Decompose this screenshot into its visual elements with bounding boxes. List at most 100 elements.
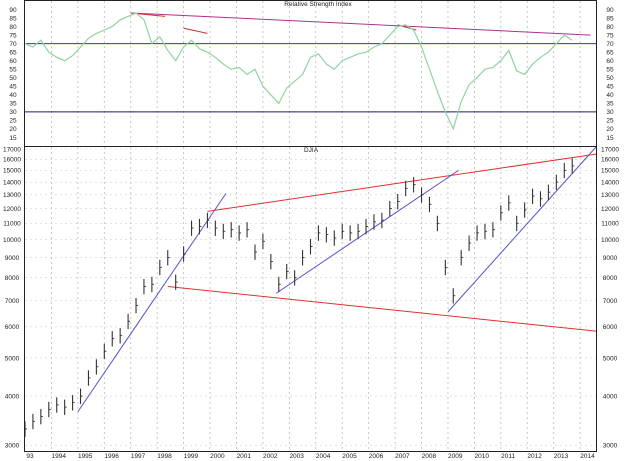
djia-x-tick: 93: [26, 453, 34, 460]
rsi-y-tick-right: 65: [606, 49, 614, 56]
djia-y-tick-left: 14000: [3, 179, 21, 186]
rsi-y-tick-right: 90: [606, 7, 614, 14]
djia-y-tick-left: 10000: [3, 237, 21, 244]
djia-x-tick: 1998: [157, 453, 172, 460]
rsi-y-tick-left: 15: [9, 135, 17, 142]
djia-x-tick: 1995: [78, 453, 93, 460]
rsi-y-tick-right: 75: [606, 32, 614, 39]
djia-x-tick: 2007: [395, 453, 410, 460]
djia-y-tick-left: 15000: [3, 168, 21, 175]
djia-x-tick: 1996: [104, 453, 119, 460]
rsi-y-tick-right: 85: [606, 15, 614, 22]
djia-price-bars: [24, 158, 575, 437]
djia-x-tick: 1997: [131, 453, 146, 460]
rsi-y-tick-right: 50: [606, 75, 614, 82]
djia-trend-lines: [77, 146, 597, 413]
djia-y-tick-left: 12000: [3, 206, 21, 213]
rsi-y-tick-right: 20: [606, 126, 614, 133]
djia-y-tick-left: 13000: [3, 192, 21, 199]
rsi-y-tick-left: 30: [9, 109, 17, 116]
djia-y-tick-right: 16000: [601, 157, 619, 164]
rsi-divergence-line: [130, 12, 591, 36]
djia-y-tick-left: 8000: [5, 275, 20, 282]
rsi-title: Relative Strength Index: [284, 1, 352, 8]
djia-y-tick-right: 7000: [603, 298, 618, 305]
rsi-y-tick-left: 45: [9, 84, 17, 91]
djia-y-tick-right: 5000: [603, 355, 618, 362]
rsi-reference-lines: [25, 43, 596, 113]
rsi-y-tick-left: 60: [9, 58, 17, 65]
djia-trend-line: [275, 169, 459, 294]
djia-x-tick: 2002: [263, 453, 278, 460]
djia-y-tick-right: 11000: [601, 221, 619, 228]
rsi-y-tick-left: 65: [9, 49, 17, 56]
rsi-y-tick-left: 40: [9, 92, 17, 99]
djia-title: DJIA: [304, 147, 319, 154]
djia-y-tick-left: 3000: [5, 443, 20, 450]
djia-trend-line: [77, 193, 227, 413]
djia-y-tick-left: 11000: [3, 221, 21, 228]
rsi-y-tick-right: 70: [606, 41, 614, 48]
djia-x-tick: 2012: [527, 453, 542, 460]
djia-y-tick-right: 12000: [601, 206, 619, 213]
djia-x-tick: 2003: [289, 453, 304, 460]
rsi-y-tick-right: 30: [606, 109, 614, 116]
djia-x-tick-labels: 93 1994 1995 1996 1997 1998 1999 2000 2001 2002 20…: [26, 453, 595, 460]
djia-trend-line: [167, 285, 597, 332]
rsi-series: [24, 12, 573, 131]
djia-y-tick-right: 8000: [603, 275, 618, 282]
djia-x-tick: 2014: [580, 453, 595, 460]
djia-x-tick: 2013: [554, 453, 569, 460]
rsi-y-tick-right: 80: [606, 24, 614, 31]
rsi-y-tick-left: 80: [9, 24, 17, 31]
rsi-y-tick-left: 85: [9, 15, 17, 22]
djia-x-tick: 1994: [52, 453, 67, 460]
rsi-y-tick-right: 40: [606, 92, 614, 99]
djia-gridlines: [25, 147, 596, 451]
djia-tick-labels: 17000 17000 16000 16000 15000 15000 14000 14000…: [3, 146, 619, 449]
rsi-y-tick-left: 75: [9, 32, 17, 39]
djia-y-tick-right: 15000: [601, 168, 619, 175]
rsi-divergence-lines: [130, 12, 591, 36]
djia-x-tick: 2010: [474, 453, 489, 460]
djia-x-tick: 2008: [422, 453, 437, 460]
djia-y-tick-left: 6000: [5, 324, 20, 331]
rsi-y-tick-right: 55: [606, 67, 614, 74]
rsi-y-tick-left: 35: [9, 101, 17, 108]
djia-x-tick: 2006: [369, 453, 384, 460]
rsi-panel-frame: [24, 0, 597, 147]
djia-y-tick-left: 16000: [3, 157, 21, 164]
djia-panel-frame: [24, 146, 597, 452]
djia-y-tick-left: 5000: [5, 355, 20, 362]
djia-panel: 17000 17000 16000 16000 15000 15000 14000 14000…: [3, 146, 619, 460]
djia-trend-line: [447, 146, 597, 313]
rsi-y-tick-right: 45: [606, 84, 614, 91]
rsi-y-tick-right: 15: [606, 135, 614, 142]
rsi-series-line: [24, 12, 573, 131]
rsi-y-tick-left: 90: [9, 7, 17, 14]
djia-x-tick: 1999: [184, 453, 199, 460]
rsi-divergence-line: [183, 27, 208, 34]
djia-x-tick: 2011: [501, 453, 515, 460]
rsi-y-tick-left: 70: [9, 41, 17, 48]
djia-trend-line: [207, 153, 597, 212]
djia-y-tick-right: 3000: [603, 443, 618, 450]
rsi-y-tick-right: 25: [606, 118, 614, 125]
rsi-y-tick-left: 55: [9, 67, 17, 74]
djia-x-tick: 2001: [237, 453, 252, 460]
djia-x-tick: 2000: [210, 453, 225, 460]
rsi-y-tick-right: 60: [606, 58, 614, 65]
djia-y-tick-right: 17000: [601, 146, 619, 153]
djia-y-tick-right: 14000: [601, 179, 619, 186]
djia-y-tick-right: 10000: [601, 237, 619, 244]
rsi-y-tick-left: 50: [9, 75, 17, 82]
rsi-gridlines: [51, 1, 581, 146]
djia-y-tick-right: 9000: [603, 255, 618, 262]
djia-y-tick-left: 17000: [3, 146, 21, 153]
rsi-y-tick-left: 25: [9, 118, 17, 125]
djia-y-tick-left: 7000: [5, 298, 20, 305]
djia-y-tick-left: 4000: [5, 393, 20, 400]
